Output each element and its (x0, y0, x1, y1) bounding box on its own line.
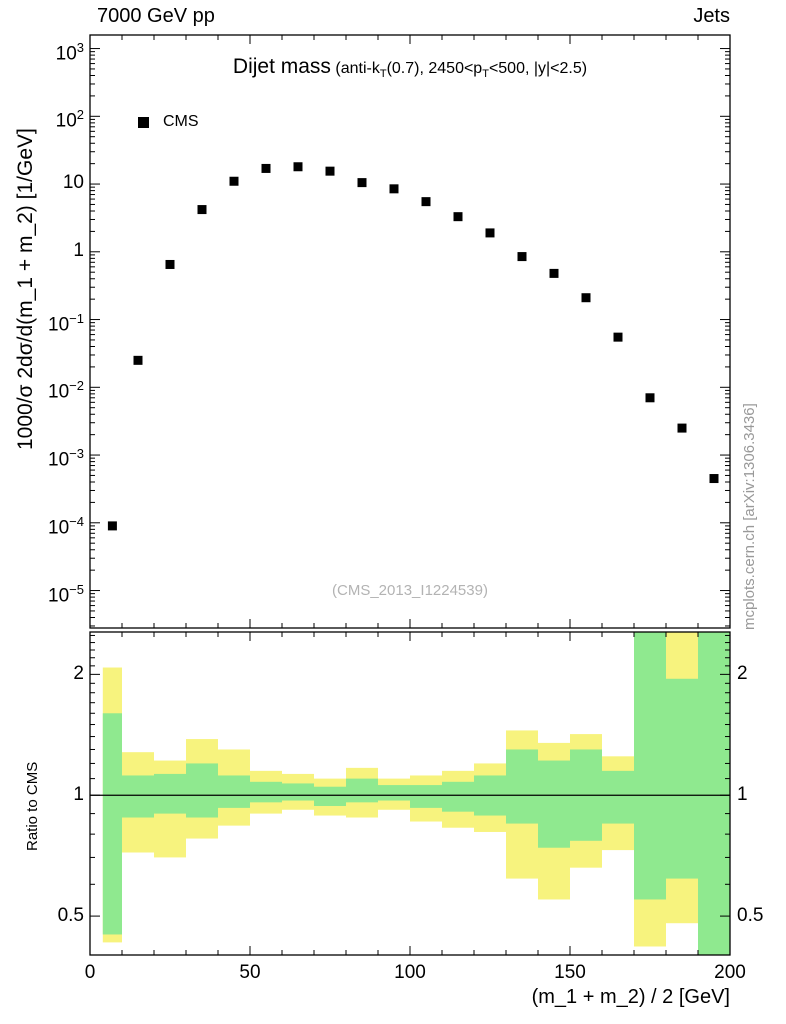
ratio-inner-band (282, 783, 314, 801)
ratio-inner-band (602, 770, 634, 824)
ratio-inner-band (102, 713, 122, 935)
ratio-inner-band (666, 678, 698, 879)
ratio-inner-band (634, 632, 666, 900)
ratio-inner-band (186, 763, 218, 818)
data-point (645, 393, 655, 403)
ratio-inner-band (378, 785, 410, 801)
ratio-inner-band (698, 632, 730, 955)
data-point (485, 228, 495, 238)
ratio-inner-band (410, 785, 442, 808)
data-point (165, 259, 175, 269)
data-point (613, 332, 623, 342)
data-point (107, 521, 117, 531)
data-point (517, 252, 527, 262)
data-point (581, 293, 591, 303)
data-point (293, 162, 303, 172)
ratio-inner-band (346, 778, 378, 803)
data-point (421, 197, 431, 207)
ratio-panel-frame (89, 631, 731, 956)
ratio-inner-band (218, 775, 250, 808)
data-point (357, 178, 367, 188)
ratio-inner-band (122, 775, 154, 818)
data-point (229, 176, 239, 186)
data-point (389, 184, 399, 194)
ratio-inner-band (538, 760, 570, 848)
ratio-inner-band (442, 781, 474, 812)
data-point (709, 474, 719, 484)
data-point (261, 163, 271, 173)
data-point (677, 423, 687, 433)
data-point (133, 355, 143, 365)
data-point (197, 205, 207, 215)
ratio-inner-band (506, 749, 538, 824)
data-point (325, 166, 335, 176)
data-point (453, 212, 463, 222)
ratio-inner-band (314, 786, 346, 807)
ratio-inner-band (250, 781, 282, 803)
main-panel-frame (89, 34, 731, 629)
ratio-inner-band (154, 773, 186, 814)
data-point (549, 268, 559, 278)
